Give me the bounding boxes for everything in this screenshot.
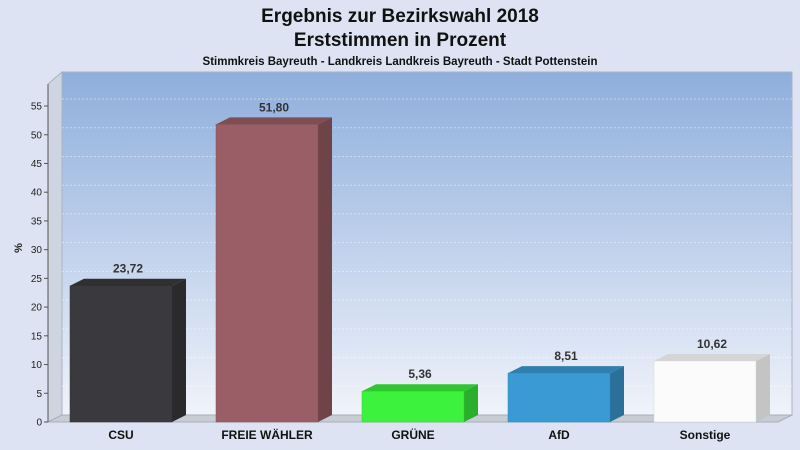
bar-gr-ne [361,384,478,423]
bar-side [464,384,478,422]
category-label: Sonstige [680,428,731,442]
bar-top [654,353,770,361]
value-label: 10,62 [697,337,727,351]
bar-front [361,390,465,423]
category-label: AfD [548,428,570,442]
value-label: 5,36 [408,367,432,381]
bars [69,117,770,423]
chart-title: Ergebnis zur Bezirkswahl 2018 [261,6,539,27]
bar-side [756,353,770,422]
y-tick-label: 5 [36,389,42,400]
category-label: FREIE WÄHLER [221,427,313,442]
bar-top [362,384,478,392]
y-tick-label: 55 [31,102,43,113]
category-label: GRÜNE [391,427,434,442]
bar-side [172,278,186,422]
value-label: 8,51 [554,349,578,363]
category-label: CSU [108,428,133,442]
bar-front [653,360,757,423]
value-label: 23,72 [113,262,143,276]
bar-csu [69,278,186,423]
bar-front [507,372,611,423]
bar-sonstige [653,353,770,423]
y-tick-label: 30 [31,245,43,256]
bar-top [70,278,186,286]
y-tick-label: 10 [31,360,43,371]
y-tick-label: 40 [31,188,43,199]
bar-afd [507,366,624,423]
y-axis-label: % [13,243,25,253]
y-axis: 0 5 10 15 20 25 30 35 40 45 50 55 [31,84,49,429]
value-label: 51,80 [259,100,289,114]
value-labels: 23,72 51,80 5,36 8,51 10,62 [113,100,727,381]
y-tick-label: 0 [36,418,42,429]
bar-side [610,366,624,422]
chart-title-line2: Erststimmen in Prozent [294,30,507,51]
bar-front [215,124,319,423]
y-tick-label: 25 [31,274,43,285]
bar-freie-w-hler [215,117,332,423]
plot-side-wall [47,70,63,423]
y-tick-label: 50 [31,130,43,141]
y-tick-label: 20 [31,303,43,314]
bar-top [508,366,624,374]
bar-side [318,117,332,422]
y-tick-label: 15 [31,331,43,342]
chart-subtitle: Stimmkreis Bayreuth - Landkreis Landkrei… [203,56,598,68]
bar-top [216,117,332,125]
category-labels: CSU FREIE WÄHLER GRÜNE AfD Sonstige [108,427,730,442]
y-tick-label: 45 [31,159,43,170]
bar-front [69,285,173,423]
y-tick-label: 35 [31,216,43,227]
